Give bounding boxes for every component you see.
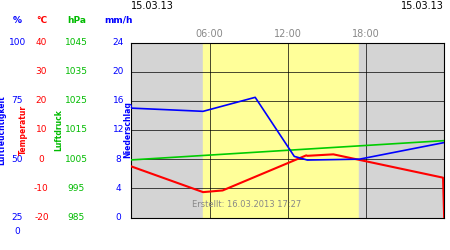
Text: hPa: hPa: [67, 16, 86, 24]
Text: 75: 75: [11, 96, 23, 105]
Text: Niederschlag: Niederschlag: [123, 102, 132, 158]
Text: 30: 30: [36, 67, 47, 76]
Text: 15.03.13: 15.03.13: [131, 1, 174, 11]
Text: 06:00: 06:00: [196, 29, 224, 39]
Text: 1015: 1015: [65, 126, 88, 134]
Text: 50: 50: [11, 155, 23, 164]
Text: 985: 985: [68, 213, 85, 222]
Text: Temperatur: Temperatur: [19, 105, 28, 155]
Text: 0: 0: [14, 227, 20, 236]
Text: 20: 20: [112, 67, 124, 76]
Bar: [203, 42, 360, 218]
Text: 16: 16: [112, 96, 124, 105]
Text: 12: 12: [112, 126, 124, 134]
Text: 1035: 1035: [65, 67, 88, 76]
Text: Luftfeuchtigkeit: Luftfeuchtigkeit: [0, 95, 6, 165]
Text: 20: 20: [36, 96, 47, 105]
Text: 8: 8: [116, 155, 121, 164]
Text: 18:00: 18:00: [352, 29, 380, 39]
Text: 10: 10: [36, 126, 47, 134]
Text: Luftdruck: Luftdruck: [54, 109, 63, 151]
Bar: [131, 42, 203, 218]
Text: %: %: [13, 16, 22, 24]
Text: 0: 0: [39, 155, 44, 164]
Text: 12:00: 12:00: [274, 29, 302, 39]
Text: 24: 24: [112, 38, 124, 47]
Bar: [360, 42, 444, 218]
Text: 25: 25: [11, 213, 23, 222]
Text: Erstellt: 16.03.2013 17:27: Erstellt: 16.03.2013 17:27: [193, 200, 302, 209]
Text: -10: -10: [34, 184, 49, 193]
Text: 4: 4: [116, 184, 121, 193]
Text: mm/h: mm/h: [104, 16, 133, 24]
Text: 1005: 1005: [65, 155, 88, 164]
Text: -20: -20: [34, 213, 49, 222]
Text: 0: 0: [116, 213, 121, 222]
Text: 100: 100: [9, 38, 26, 47]
Text: 15.03.13: 15.03.13: [401, 1, 444, 11]
Text: 40: 40: [36, 38, 47, 47]
Text: 1045: 1045: [65, 38, 88, 47]
Text: 995: 995: [68, 184, 85, 193]
Text: 1025: 1025: [65, 96, 88, 105]
Text: °C: °C: [36, 16, 47, 24]
